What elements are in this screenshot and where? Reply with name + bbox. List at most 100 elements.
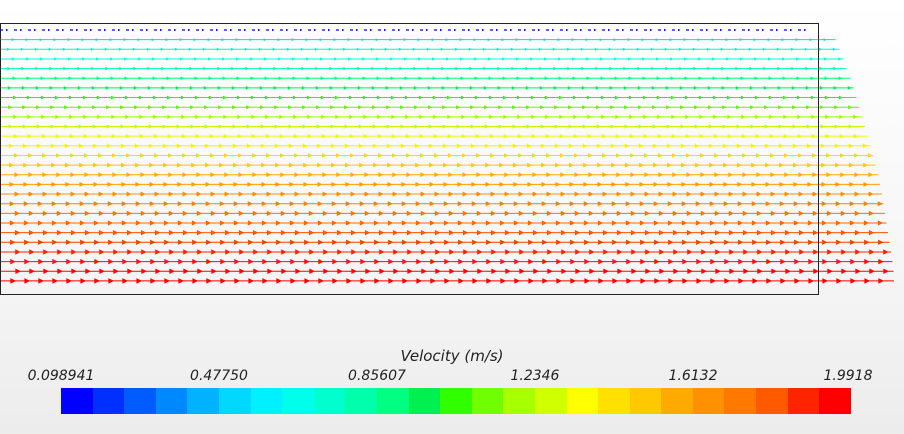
vector-arrowhead — [833, 85, 838, 90]
vector-arrowhead — [37, 162, 43, 168]
vector-arrowhead — [337, 229, 343, 236]
vector-arrowhead — [418, 95, 423, 100]
vector-arrowhead — [66, 258, 72, 265]
vector-arrowhead — [821, 220, 828, 226]
vector-arrowhead — [289, 162, 295, 168]
vector-arrowhead — [673, 249, 679, 255]
vector-arrowhead — [630, 191, 636, 197]
colorbar-swatch — [819, 388, 851, 414]
vector-arrowhead — [558, 57, 562, 61]
vector-arrowhead — [756, 191, 762, 197]
vector-arrowhead — [766, 239, 772, 246]
vector-arrowhead — [649, 28, 653, 32]
vector-arrowhead — [657, 114, 662, 119]
vector-arrowhead — [680, 124, 685, 129]
vector-row — [0, 268, 894, 275]
vector-arrowhead — [210, 191, 216, 197]
vector-arrowhead — [677, 28, 681, 32]
vector-arrowhead — [386, 124, 391, 129]
vector-arrowhead — [503, 114, 508, 119]
vector-arrowhead — [416, 258, 422, 265]
vector-arrowhead — [570, 278, 576, 284]
vector-arrowhead — [669, 38, 673, 42]
vector-arrowhead — [442, 124, 447, 129]
vector-arrowhead — [78, 105, 83, 110]
vector-arrowhead — [855, 229, 861, 236]
vector-arrowhead — [261, 220, 268, 226]
vector-arrowhead — [694, 105, 699, 110]
vector-arrowhead — [570, 239, 576, 246]
vector-arrowhead — [485, 220, 492, 226]
vector-arrowhead — [719, 28, 723, 32]
vector-arrowhead — [363, 133, 369, 139]
vector-arrowhead — [421, 249, 427, 255]
vector-arrowhead — [21, 85, 26, 90]
vector-arrowhead — [43, 249, 49, 255]
vector-arrowhead — [483, 85, 488, 90]
vector-arrowhead — [785, 249, 791, 255]
vector-arrowhead — [428, 105, 433, 110]
vector-arrowhead — [83, 133, 89, 139]
vector-arrowhead — [807, 181, 813, 187]
vector-arrowhead — [488, 95, 493, 100]
vector-arrowhead — [459, 38, 463, 42]
vector-arrowhead — [785, 268, 791, 275]
vector-arrowhead — [274, 105, 279, 110]
vector-arrowhead — [262, 278, 268, 284]
vector-arrowhead — [554, 124, 559, 129]
vector-arrowhead — [166, 95, 171, 100]
vector-arrowhead — [402, 278, 408, 284]
vector-arrowhead — [344, 143, 350, 149]
vector-arrowhead — [196, 153, 201, 158]
vector-arrowhead — [292, 76, 297, 81]
vector-arrowhead — [672, 172, 678, 178]
vector-arrowhead — [527, 201, 533, 207]
vector-arrowhead — [734, 47, 739, 51]
vector-arrowhead — [526, 124, 531, 129]
vector-arrowhead — [222, 76, 227, 81]
vector-arrowhead — [327, 28, 331, 32]
vector-arrowhead — [178, 278, 184, 284]
vector-arrowhead — [308, 210, 315, 216]
vector-arrowhead — [206, 239, 212, 246]
vector-arrowhead — [630, 172, 636, 178]
vector-arrowhead — [655, 38, 659, 42]
vector-arrowhead — [556, 258, 562, 265]
vector-arrowhead — [260, 124, 265, 129]
vector-arrowhead — [218, 105, 223, 110]
vector-arrowhead — [176, 143, 182, 149]
vector-arrowhead — [827, 229, 833, 236]
vector-arrowhead — [722, 143, 728, 149]
vector-arrowhead — [38, 278, 44, 284]
vector-arrowhead — [393, 268, 399, 275]
vector-arrowhead — [600, 76, 605, 81]
vector-arrowhead — [401, 201, 407, 207]
vector-arrowhead — [768, 76, 773, 81]
vector-arrowhead — [472, 239, 478, 246]
vector-arrowhead — [525, 66, 529, 71]
vector-arrowhead — [400, 105, 405, 110]
vector-arrowhead — [218, 124, 223, 129]
vector-arrowhead — [883, 249, 889, 255]
vector-arrowhead — [336, 210, 343, 216]
vector-arrowhead — [560, 153, 565, 158]
vector-arrowhead — [445, 38, 449, 42]
vector-arrowhead — [747, 28, 751, 32]
vector-arrowhead — [197, 249, 203, 255]
vector-arrowhead — [346, 258, 352, 265]
vector-arrowhead — [406, 210, 413, 216]
vector-arrowhead — [682, 278, 688, 284]
vector-arrowhead — [303, 220, 310, 226]
vector-arrowhead — [442, 105, 447, 110]
vector-arrowhead — [684, 76, 689, 81]
vector-arrowhead — [796, 76, 801, 81]
vector-arrowhead — [351, 268, 357, 275]
vector-arrowhead — [234, 239, 240, 246]
vector-arrowhead — [53, 38, 57, 42]
vector-arrowhead — [502, 57, 506, 61]
vector-arrowhead — [307, 114, 312, 119]
vector-arrowhead — [460, 76, 465, 81]
vector-arrowhead — [481, 28, 485, 32]
vector-arrowhead — [710, 258, 716, 265]
vector-arrowhead — [10, 239, 16, 246]
